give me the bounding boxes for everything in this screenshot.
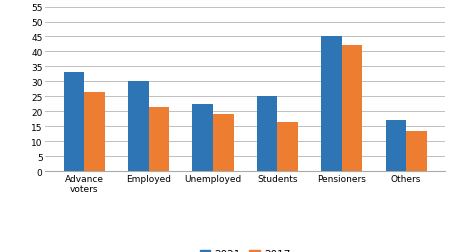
Bar bbox=[128, 82, 148, 171]
Bar bbox=[385, 121, 406, 171]
Bar bbox=[321, 37, 342, 171]
Bar bbox=[148, 107, 169, 171]
Bar bbox=[277, 122, 298, 171]
Bar bbox=[342, 46, 362, 171]
Bar bbox=[406, 131, 427, 171]
Bar bbox=[84, 92, 105, 171]
Bar bbox=[64, 73, 84, 171]
Bar bbox=[192, 104, 213, 171]
Legend: 2021, 2017: 2021, 2017 bbox=[196, 245, 295, 252]
Bar bbox=[257, 97, 277, 171]
Bar bbox=[213, 115, 233, 171]
